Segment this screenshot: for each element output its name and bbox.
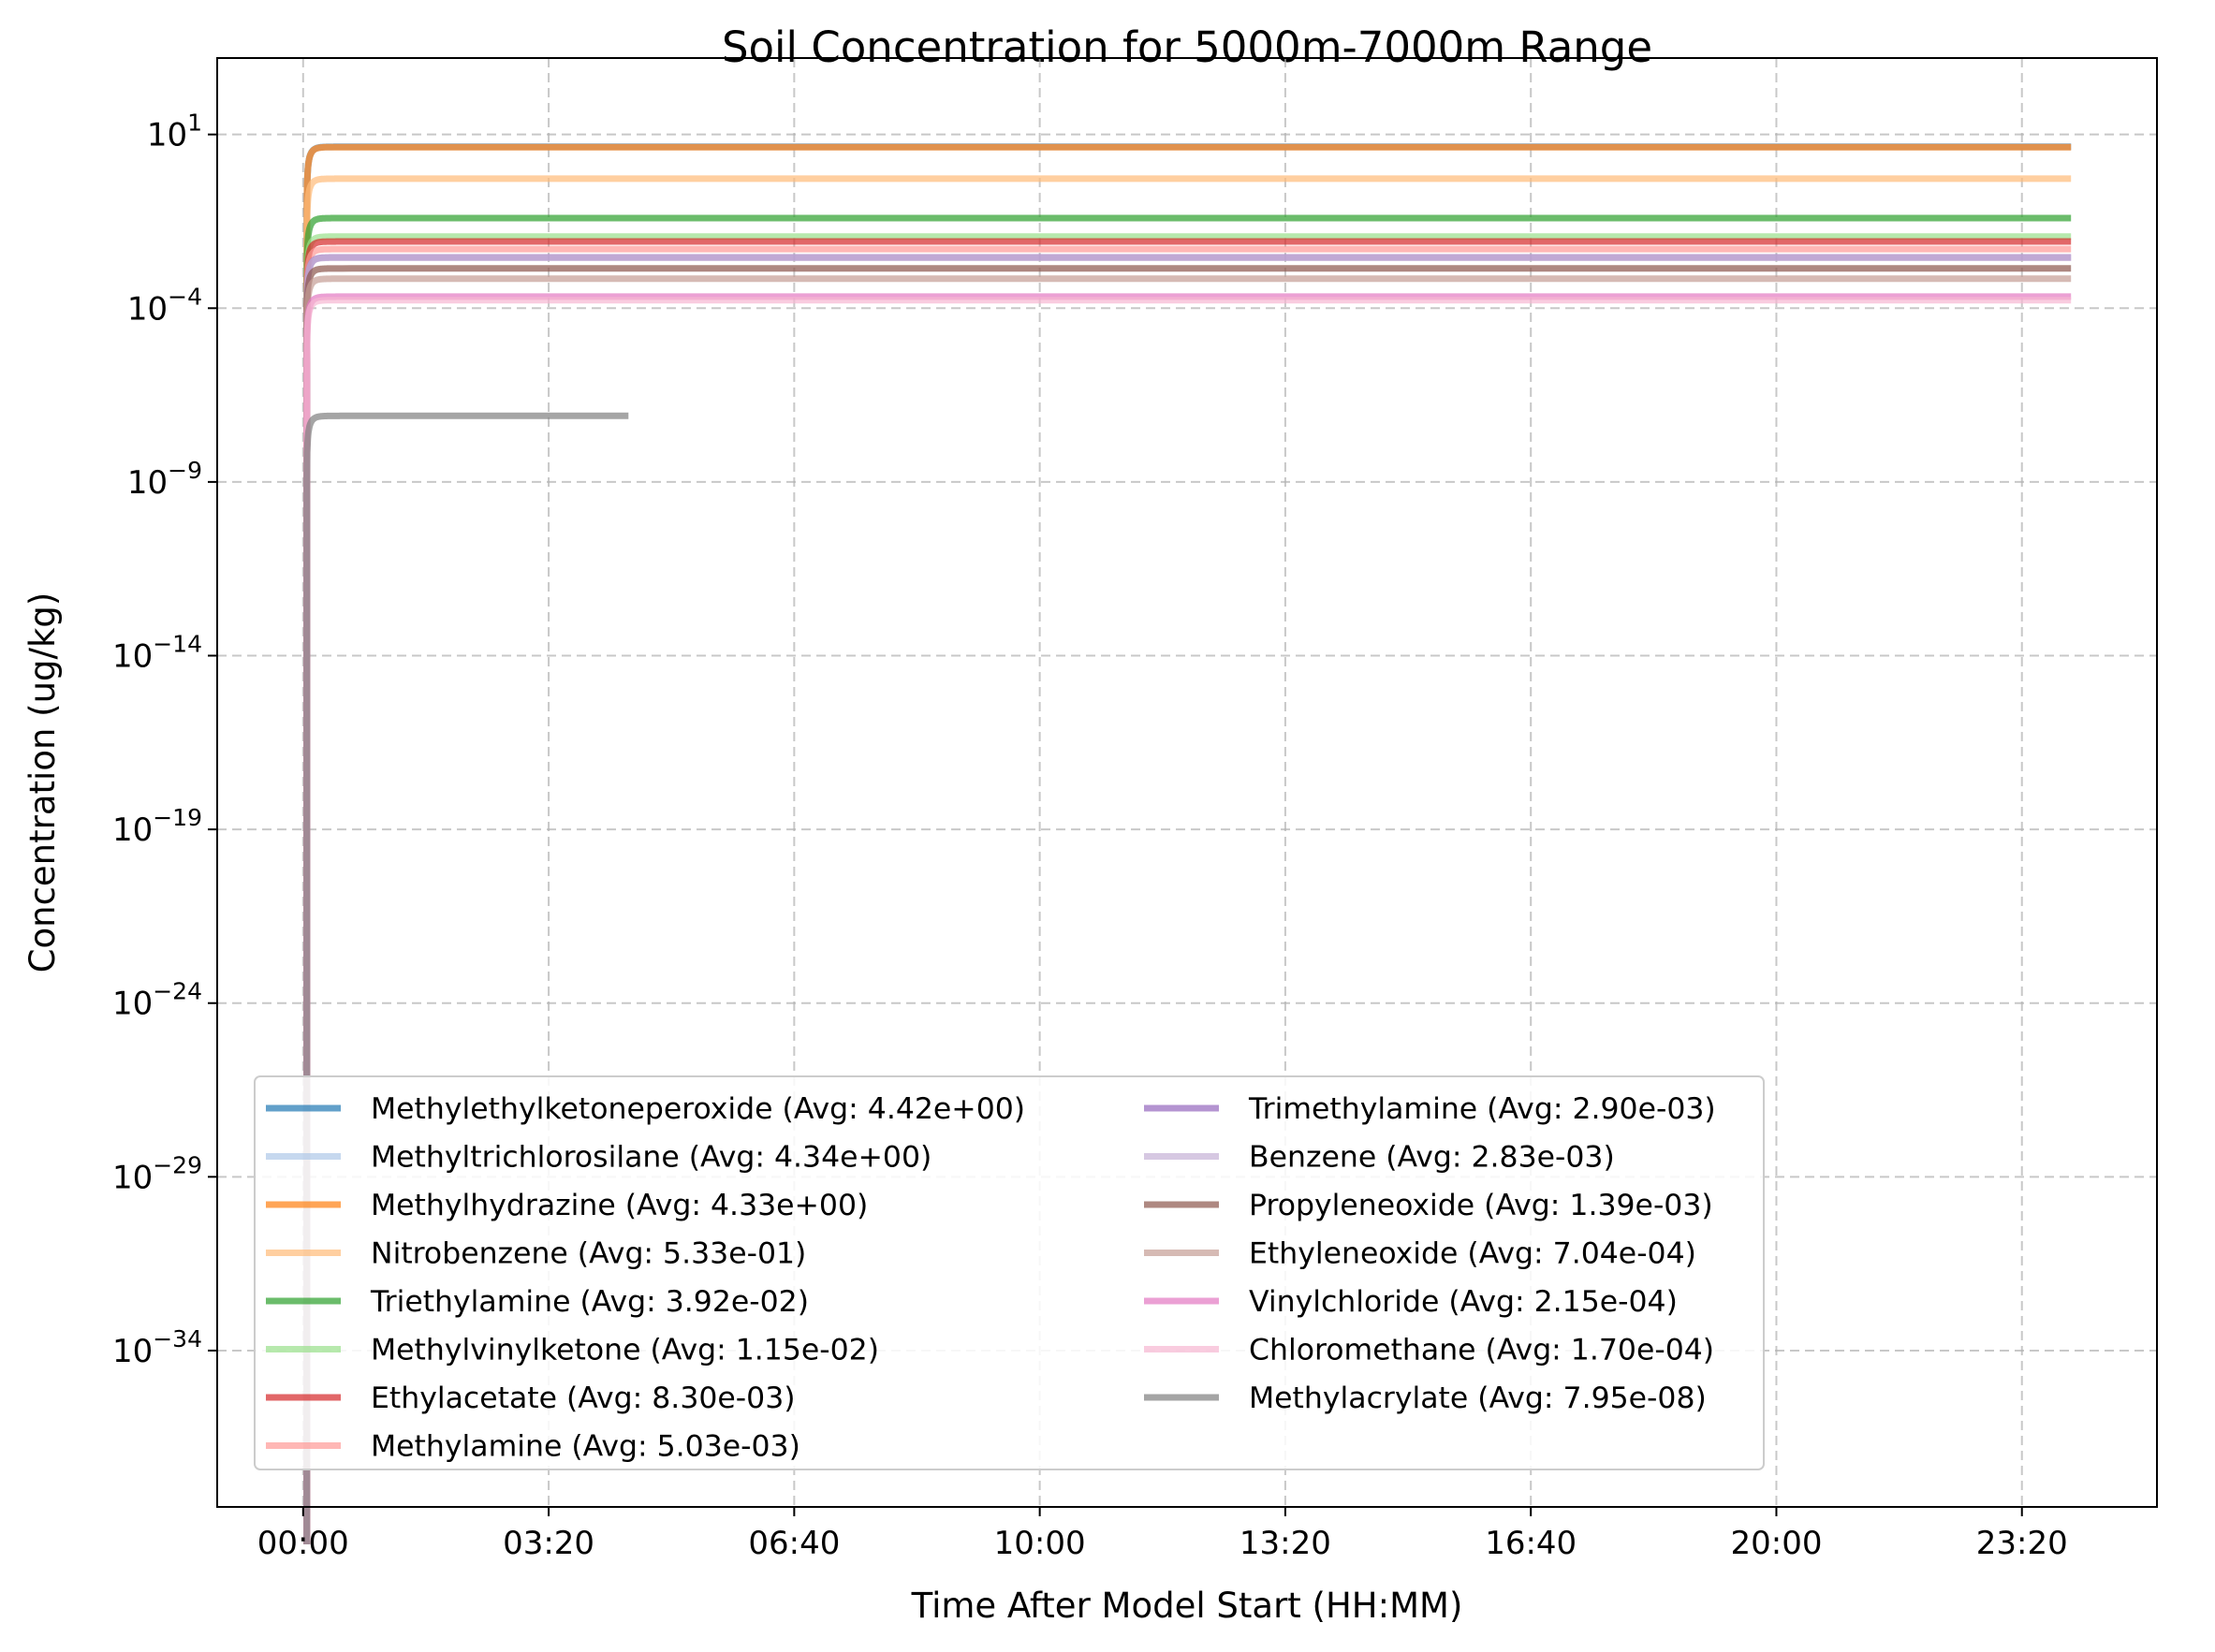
series-line: [303, 143, 2072, 1545]
series-line: [303, 265, 2072, 1545]
legend-label: Triethylamine (Avg: 3.92e-02): [370, 1285, 809, 1319]
legend-label: Methylethylketoneperoxide (Avg: 4.42e+00…: [371, 1092, 1025, 1126]
series-line: [303, 245, 2072, 1545]
series-line: [303, 233, 2072, 1545]
x-tick-label: 06:40: [748, 1525, 840, 1562]
legend-label: Benzene (Avg: 2.83e-03): [1249, 1141, 1615, 1175]
legend-box: [254, 1075, 1765, 1470]
series-line: [303, 412, 629, 1545]
chart-title: Soil Concentration for 5000m-7000m Range: [722, 22, 1652, 72]
y-tick-label: 10−29: [112, 1151, 202, 1196]
x-axis-title: Time After Model Start (HH:MM): [911, 1586, 1463, 1626]
series-lines: [303, 143, 2072, 1545]
x-tick-label: 10:00: [994, 1525, 1086, 1562]
y-tick-label: 10−14: [112, 631, 202, 676]
y-axis-title: Concentration (ug/kg): [22, 592, 63, 973]
x-tick-label: 16:40: [1485, 1525, 1577, 1562]
y-tick-label: 10−24: [112, 978, 202, 1023]
legend-label: Methylvinylketone (Avg: 1.15e-02): [371, 1334, 879, 1367]
series-line: [303, 214, 2072, 1545]
y-tick-label: 10−19: [112, 804, 202, 849]
legend-label: Methylamine (Avg: 5.03e-03): [371, 1430, 800, 1464]
series-line: [303, 275, 2072, 1545]
legend-label: Ethyleneoxide (Avg: 7.04e-04): [1249, 1237, 1696, 1271]
legend-label: Propyleneoxide (Avg: 1.39e-03): [1249, 1189, 1713, 1222]
legend-label: Methylacrylate (Avg: 7.95e-08): [1249, 1382, 1707, 1415]
legend: Methylethylketoneperoxide (Avg: 4.42e+00…: [254, 1075, 1765, 1470]
x-axis: 00:00 03:20 06:40 10:00 13:20 16:40 20:00 23:20: [257, 1507, 2068, 1562]
series-line: [303, 297, 2072, 1545]
x-tick-label: 13:20: [1240, 1525, 1331, 1562]
x-tick-label: 00:00: [257, 1525, 349, 1562]
series-line: [303, 175, 2072, 1545]
x-tick-label: 20:00: [1730, 1525, 1822, 1562]
y-axis: 101 10−4 10−9 10−14 10−19 10−24 10−29 10−34: [112, 110, 217, 1370]
legend-label: Chloromethane (Avg: 1.70e-04): [1249, 1334, 1714, 1367]
legend-label: Ethylacetate (Avg: 8.30e-03): [371, 1382, 796, 1415]
y-tick-label: 10−9: [127, 457, 202, 502]
legend-label: Methyltrichlorosilane (Avg: 4.34e+00): [371, 1141, 931, 1175]
legend-label: Trimethylamine (Avg: 2.90e-03): [1248, 1092, 1716, 1126]
x-tick-label: 03:20: [503, 1525, 594, 1562]
legend-label: Vinylchloride (Avg: 2.15e-04): [1249, 1285, 1678, 1319]
y-tick-label: 10−4: [127, 283, 202, 328]
y-tick-label: 10−34: [112, 1325, 202, 1370]
legend-label: Nitrobenzene (Avg: 5.33e-01): [371, 1237, 806, 1271]
y-tick-label: 101: [147, 110, 202, 154]
x-tick-label: 23:20: [1976, 1525, 2068, 1562]
legend-label: Methylhydrazine (Avg: 4.33e+00): [371, 1189, 868, 1222]
series-line: [303, 238, 2072, 1545]
series-line: [303, 254, 2072, 1545]
plot-frame: [216, 57, 2158, 1508]
